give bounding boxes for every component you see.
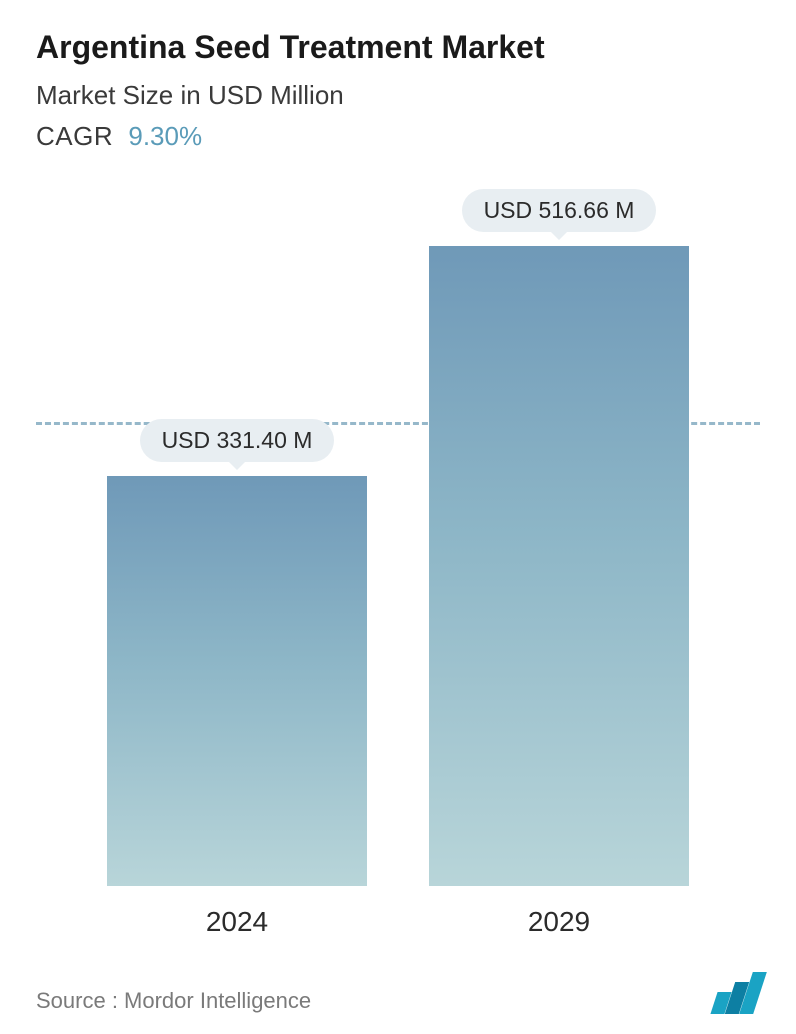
chart-subtitle: Market Size in USD Million	[36, 80, 760, 111]
source-text: Source : Mordor Intelligence	[36, 988, 311, 1014]
chart-title: Argentina Seed Treatment Market	[36, 28, 760, 66]
cagr-label: CAGR	[36, 121, 113, 151]
cagr-row: CAGR 9.30%	[36, 121, 760, 152]
bar-2029	[429, 246, 689, 886]
x-label-2029: 2029	[429, 906, 689, 938]
chart-plot-area: USD 331.40 M USD 516.66 M 2024 2029	[36, 192, 760, 966]
value-label-2024: USD 331.40 M	[140, 419, 335, 462]
x-label-2024: 2024	[107, 906, 367, 938]
brand-logo-icon	[714, 972, 760, 1014]
chart-footer: Source : Mordor Intelligence	[36, 966, 760, 1014]
value-label-2029: USD 516.66 M	[462, 189, 657, 232]
x-axis-labels: 2024 2029	[36, 906, 760, 938]
bar-group-2029: USD 516.66 M	[429, 189, 689, 886]
bars-wrapper: USD 331.40 M USD 516.66 M	[36, 192, 760, 886]
bar-2024	[107, 476, 367, 886]
chart-container: Argentina Seed Treatment Market Market S…	[0, 0, 796, 1034]
bar-group-2024: USD 331.40 M	[107, 419, 367, 886]
cagr-value: 9.30%	[128, 121, 202, 151]
